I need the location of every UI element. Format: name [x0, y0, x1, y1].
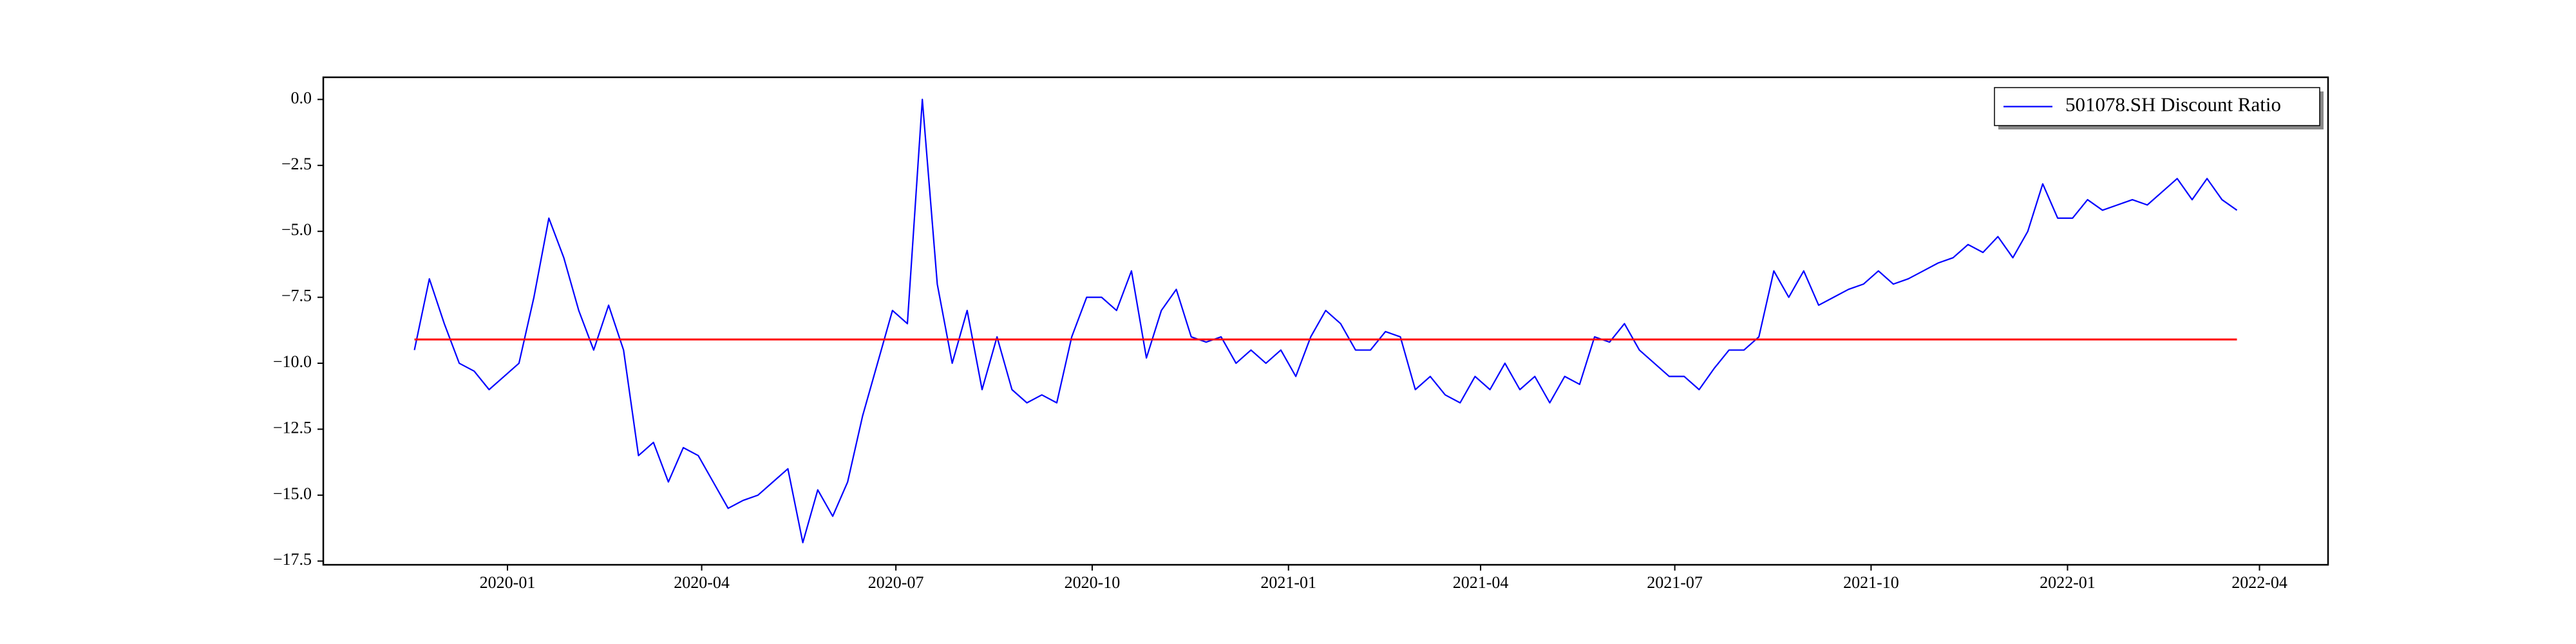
x-tick-label: 2021-07 [1647, 573, 1703, 592]
data-line [413, 99, 2238, 544]
x-tick-label: 2022-01 [2040, 573, 2096, 592]
y-tick-label: −12.5 [273, 418, 312, 437]
x-tick-label: 2020-07 [868, 573, 924, 592]
y-tick-label: 0.0 [291, 88, 312, 107]
x-tick-label: 2021-01 [1260, 573, 1316, 592]
legend-label: 501078.SH Discount Ratio [2065, 93, 2281, 116]
x-tick-label: 2020-04 [674, 573, 730, 592]
y-tick-label: −2.5 [281, 155, 312, 173]
plot-frame [322, 76, 2329, 566]
x-tick-label: 2020-10 [1065, 573, 1121, 592]
x-tick-label: 2021-04 [1453, 573, 1509, 592]
y-tick-label: −7.5 [281, 287, 312, 305]
y-tick-label: −5.0 [281, 220, 312, 239]
y-tick-label: −17.5 [273, 550, 312, 569]
x-tick-label: 2022-04 [2231, 573, 2287, 592]
x-tick-label: 2021-10 [1843, 573, 1899, 592]
x-tick-label: 2020-01 [480, 573, 536, 592]
y-tick-label: −15.0 [273, 484, 312, 503]
y-tick-label: −10.0 [273, 352, 312, 371]
